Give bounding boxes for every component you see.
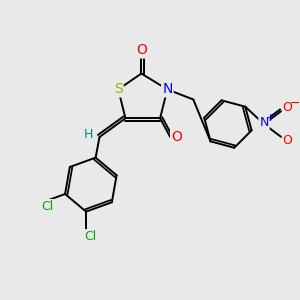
Text: O: O	[283, 134, 292, 147]
Text: +: +	[266, 113, 275, 123]
Text: O: O	[171, 130, 182, 144]
Text: O: O	[136, 44, 147, 57]
Text: O: O	[283, 101, 292, 114]
Text: S: S	[114, 82, 123, 96]
Text: −: −	[290, 97, 300, 110]
Text: H: H	[84, 128, 93, 141]
Text: Cl: Cl	[84, 230, 97, 243]
Text: Cl: Cl	[41, 200, 53, 213]
Text: N: N	[259, 116, 269, 129]
Text: N: N	[162, 82, 172, 96]
